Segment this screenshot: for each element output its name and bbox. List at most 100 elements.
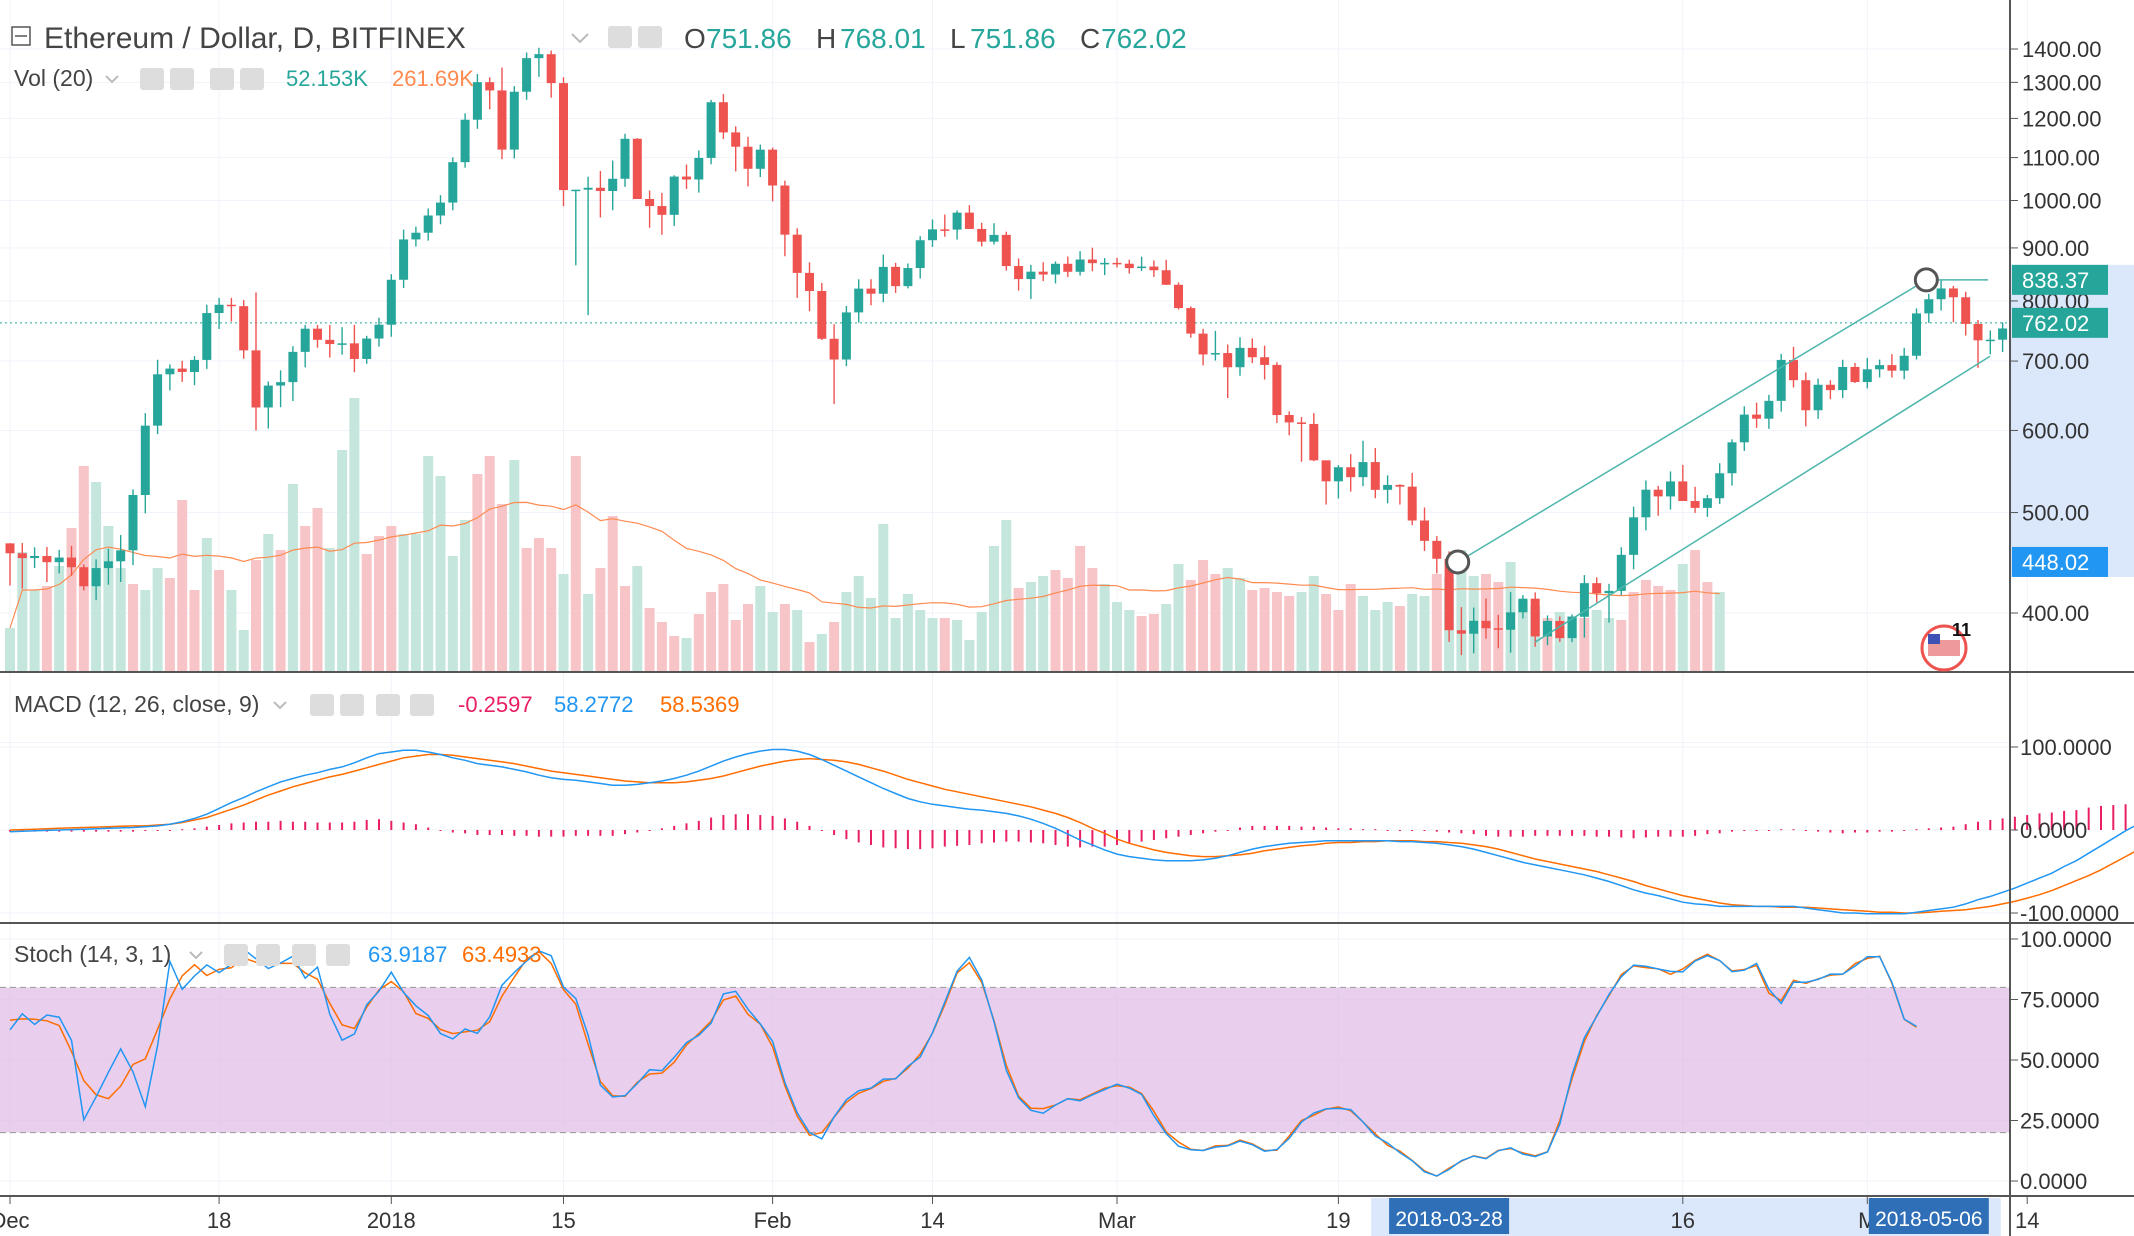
candle-body[interactable]: [1604, 590, 1614, 594]
candle-body[interactable]: [743, 146, 753, 169]
candle-body[interactable]: [1112, 262, 1122, 265]
candle-body[interactable]: [1321, 460, 1331, 482]
candle-body[interactable]: [337, 343, 347, 345]
stoch-pane[interactable]: [0, 938, 2010, 1182]
candle-body[interactable]: [5, 543, 15, 554]
candle-body[interactable]: [399, 239, 409, 280]
candle-body[interactable]: [964, 212, 974, 229]
candle-body[interactable]: [91, 568, 101, 587]
candle-body[interactable]: [1961, 297, 1971, 324]
channel-upper-line[interactable]: [1457, 279, 1927, 563]
candle-body[interactable]: [1260, 357, 1270, 365]
candle-body[interactable]: [1727, 442, 1737, 474]
candle-body[interactable]: [878, 266, 888, 294]
candle-body[interactable]: [436, 202, 445, 216]
candle-body[interactable]: [620, 138, 630, 179]
time-highlight-box[interactable]: [1868, 1198, 1989, 1234]
stoch-title[interactable]: Stoch (14, 3, 1): [14, 941, 171, 967]
candle-body[interactable]: [1678, 481, 1688, 502]
candle-body[interactable]: [1666, 481, 1675, 497]
candle-body[interactable]: [1346, 467, 1356, 478]
candle-body[interactable]: [1137, 266, 1147, 269]
candle-body[interactable]: [153, 374, 163, 426]
candle-body[interactable]: [116, 550, 126, 562]
candle-body[interactable]: [1309, 423, 1319, 461]
candle-body[interactable]: [1739, 414, 1749, 443]
candle-body[interactable]: [239, 306, 249, 351]
candle-body[interactable]: [1124, 263, 1134, 269]
candlesticks[interactable]: [5, 47, 2020, 656]
candle-body[interactable]: [276, 382, 286, 386]
candle-body[interactable]: [694, 157, 704, 180]
candle-body[interactable]: [1838, 366, 1848, 391]
candle-body[interactable]: [1395, 484, 1405, 487]
candle-body[interactable]: [1100, 262, 1110, 265]
candle-body[interactable]: [362, 338, 372, 359]
candle-body[interactable]: [374, 324, 384, 339]
candle-body[interactable]: [1481, 620, 1491, 629]
volume-eye-icon[interactable]: [140, 68, 164, 90]
macd-close-icon[interactable]: [410, 694, 434, 716]
candle-body[interactable]: [854, 288, 864, 313]
macd-add-icon[interactable]: [376, 694, 400, 716]
candle-body[interactable]: [866, 288, 876, 294]
candle-body[interactable]: [1186, 308, 1196, 334]
candle-body[interactable]: [485, 82, 495, 91]
candle-body[interactable]: [1038, 271, 1048, 275]
candle-body[interactable]: [1690, 501, 1700, 508]
candle-body[interactable]: [1789, 359, 1798, 381]
candle-body[interactable]: [829, 338, 839, 360]
candle-body[interactable]: [1087, 259, 1097, 264]
price-label-box[interactable]: [2012, 546, 2108, 577]
candle-body[interactable]: [300, 328, 310, 352]
stoch-menu-chevron-icon[interactable]: [189, 951, 203, 960]
candle-body[interactable]: [1420, 520, 1429, 541]
candle-body[interactable]: [1641, 489, 1651, 518]
stoch-axis[interactable]: 100.0000 75.0000 50.0000 25.0000 0.0000: [2010, 927, 2112, 1194]
candle-body[interactable]: [891, 266, 901, 287]
candle-body[interactable]: [546, 54, 556, 84]
price-label-box[interactable]: [2012, 264, 2108, 295]
macd-eye-icon[interactable]: [310, 694, 334, 716]
macd-menu-chevron-icon[interactable]: [273, 701, 287, 710]
candle-body[interactable]: [780, 185, 790, 235]
candle-body[interactable]: [952, 212, 962, 230]
candle-body[interactable]: [1235, 347, 1245, 368]
candle-body[interactable]: [915, 240, 925, 269]
time-highlight-box[interactable]: [1389, 1198, 1510, 1234]
candle-body[interactable]: [54, 557, 64, 563]
candle-body[interactable]: [79, 567, 89, 587]
candle-body[interactable]: [1530, 598, 1540, 637]
candle-body[interactable]: [1948, 288, 1958, 298]
candle-body[interactable]: [190, 359, 199, 372]
candle-body[interactable]: [386, 279, 396, 325]
stoch-close-icon[interactable]: [326, 944, 350, 966]
candle-body[interactable]: [1075, 259, 1085, 272]
candle-body[interactable]: [313, 328, 322, 340]
candle-body[interactable]: [1493, 628, 1503, 630]
candle-body[interactable]: [460, 119, 470, 163]
candle-body[interactable]: [509, 91, 519, 150]
candle-body[interactable]: [1161, 270, 1171, 285]
candle-body[interactable]: [792, 234, 802, 273]
candle-body[interactable]: [1629, 517, 1639, 555]
candle-body[interactable]: [214, 304, 224, 314]
candle-body[interactable]: [632, 138, 642, 199]
candle-body[interactable]: [423, 215, 433, 233]
candle-body[interactable]: [1518, 598, 1528, 613]
candle-body[interactable]: [1174, 284, 1183, 309]
candle-body[interactable]: [30, 555, 40, 559]
candle-body[interactable]: [226, 304, 236, 307]
candle-body[interactable]: [1407, 486, 1417, 521]
candle-body[interactable]: [1776, 359, 1786, 401]
candle-body[interactable]: [1616, 554, 1626, 591]
candle-body[interactable]: [448, 162, 458, 203]
candle-body[interactable]: [1998, 328, 2008, 340]
candle-body[interactable]: [1567, 616, 1577, 639]
candle-body[interactable]: [1469, 620, 1479, 634]
gear-icon[interactable]: [638, 26, 662, 48]
candle-body[interactable]: [1543, 620, 1552, 637]
candle-body[interactable]: [1875, 365, 1885, 370]
stoch-add-icon[interactable]: [292, 944, 316, 966]
candle-body[interactable]: [1272, 364, 1282, 416]
